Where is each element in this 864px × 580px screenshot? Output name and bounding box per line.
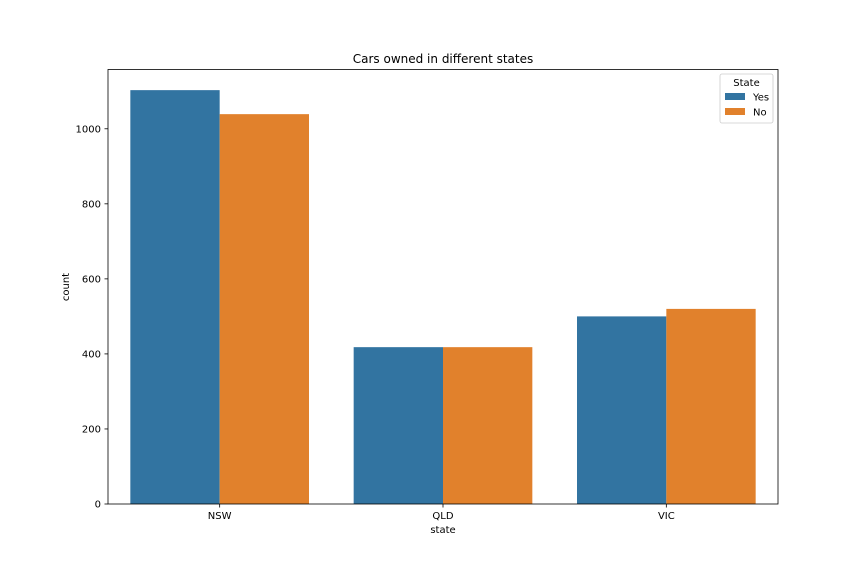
bar-nsw-yes	[130, 90, 220, 504]
legend-label-yes: Yes	[752, 93, 769, 104]
y-axis: 0 200 400 600 800 1000	[76, 124, 108, 511]
y-tick-label: 200	[82, 424, 101, 435]
y-tick-label: 0	[95, 500, 101, 511]
x-tick-label: QLD	[432, 511, 453, 522]
y-axis-label: count	[61, 273, 72, 301]
legend-swatch-no	[725, 108, 745, 115]
legend-swatch-yes	[725, 93, 745, 100]
bar-vic-yes	[577, 316, 667, 504]
y-tick-label: 400	[82, 349, 101, 360]
x-tick-label: VIC	[658, 511, 675, 522]
chart-title: Cars owned in different states	[353, 52, 534, 66]
bar-qld-yes	[353, 347, 443, 504]
x-tick-label: NSW	[208, 511, 232, 522]
legend-label-no: No	[753, 108, 767, 119]
x-axis: NSW QLD VIC	[208, 504, 675, 522]
y-tick-label: 800	[82, 199, 101, 210]
legend-entries: Yes No	[725, 93, 769, 119]
y-tick-label: 600	[82, 274, 101, 285]
bars-layer	[130, 90, 756, 504]
y-tick-label: 1000	[76, 124, 101, 135]
bar-nsw-no	[219, 114, 309, 504]
bar-vic-no	[666, 308, 756, 504]
legend: State Yes No	[719, 73, 774, 124]
legend-title: State	[733, 78, 759, 89]
x-axis-label: state	[430, 525, 455, 536]
bar-qld-no	[443, 347, 533, 504]
